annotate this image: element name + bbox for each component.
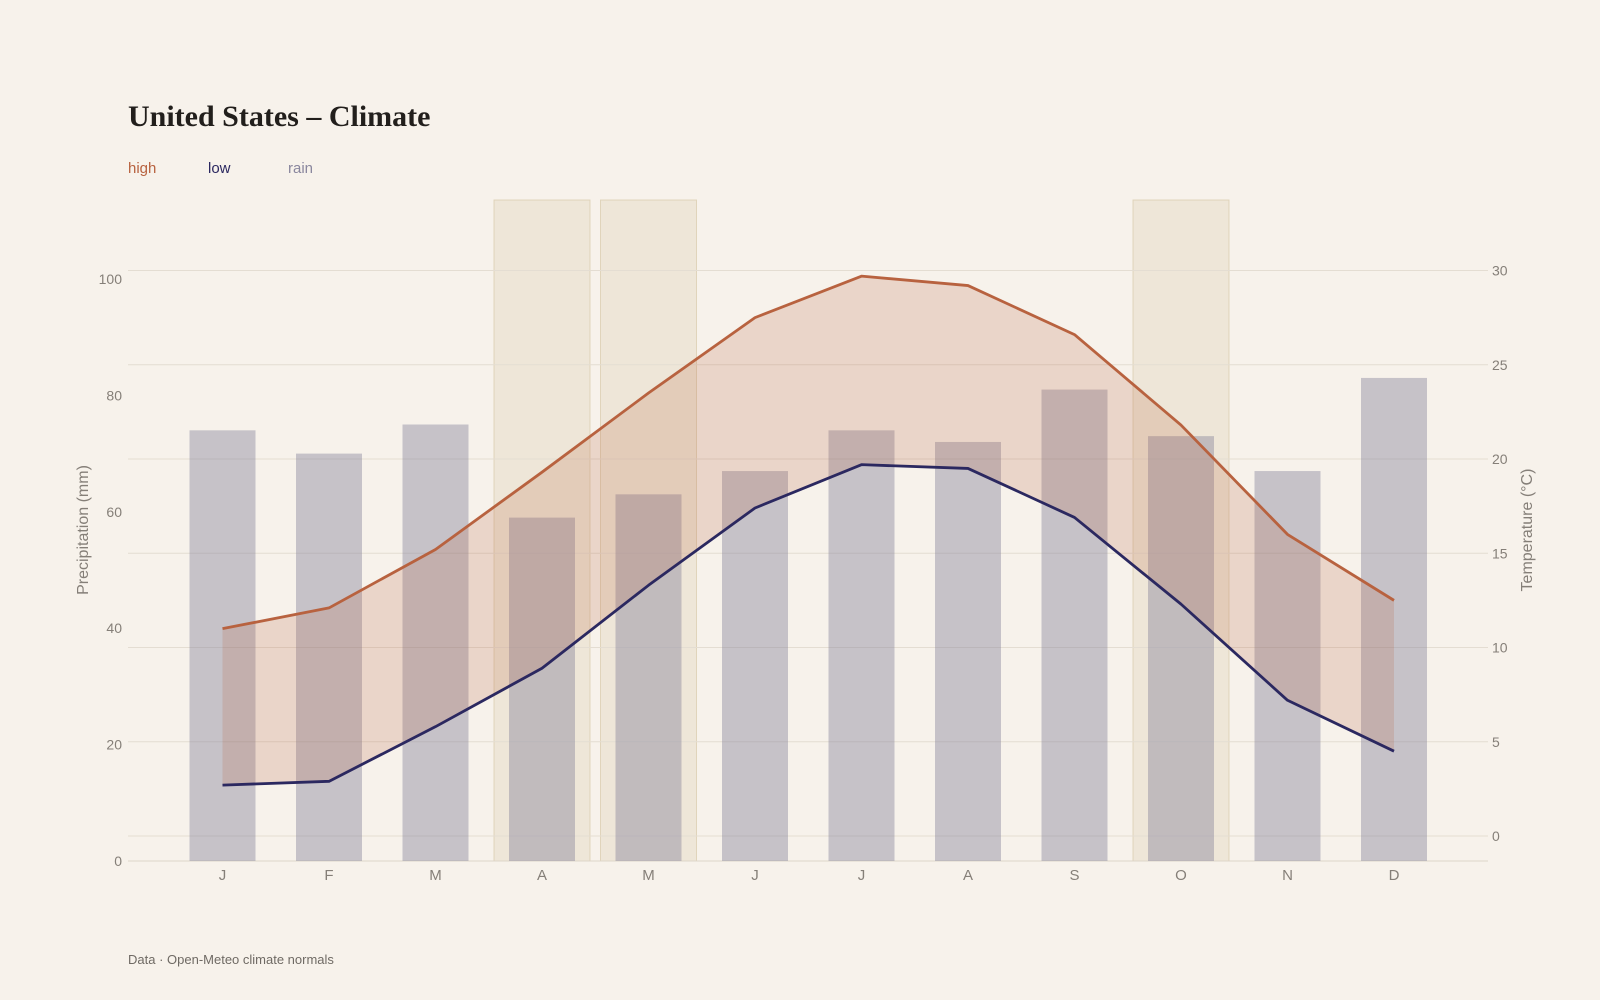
rain-bar [935,441,1001,861]
rain-bar [296,453,362,861]
x-tick-label: A [537,867,547,884]
x-tick-label: N [1282,867,1293,884]
right-tick-label: 25 [1492,357,1508,373]
rain-bar [1148,436,1214,861]
highlight-band [1132,199,1230,862]
x-tick-label: M [642,867,655,884]
rain-bar [828,430,895,861]
low-temperature-line [222,463,1395,787]
legend-item-rain: rain [288,160,314,177]
legend-item-low: low [208,160,231,177]
rain-bar [189,430,256,861]
left-tick-label: 0 [114,853,122,869]
rain-bars [189,377,1427,861]
x-tick-label: J [219,867,227,884]
left-tick-label: 100 [99,271,123,287]
right-tick-label: 10 [1492,640,1508,656]
rain-bar [402,424,469,861]
left-tick-label: 60 [106,504,122,520]
rain-bar [1254,471,1321,861]
x-tick-label: A [963,867,973,884]
left-tick-label: 20 [106,737,122,753]
right-axis-label: Temperature (°C) [1519,469,1536,592]
right-axis-ticks: 0 5 10 15 20 25 30 [1492,263,1508,845]
highlight-band [600,199,697,862]
gridlines [128,270,1488,862]
temperature-range-band [222,276,1394,786]
x-tick-label: J [858,867,866,884]
legend-item-high: high [128,160,157,177]
rain-bar [722,471,788,861]
rain-bar [1361,377,1427,861]
x-tick-label: D [1389,867,1400,884]
x-tick-label: O [1175,867,1187,884]
left-tick-label: 40 [106,620,122,636]
highlight-bands [493,199,1230,862]
highlight-band [493,199,591,862]
x-tick-label: F [324,867,333,884]
data-source-note: Data · Open-Meteo climate normals [128,952,334,967]
x-tick-label: J [751,867,759,884]
left-tick-label: 80 [106,387,122,403]
right-tick-label: 0 [1492,828,1500,844]
high-temperature-line [222,274,1395,631]
left-axis-label: Precipitation (mm) [75,465,92,595]
right-tick-label: 30 [1492,263,1508,279]
rain-bar [509,517,575,861]
left-axis-ticks: 0 20 40 60 80 100 [99,271,123,869]
rain-bar [615,494,682,861]
x-tick-label: M [429,867,442,884]
chart-title: United States – Climate [128,100,431,133]
right-tick-label: 15 [1492,545,1508,561]
right-tick-label: 20 [1492,451,1508,467]
rain-bar [1041,389,1108,861]
x-tick-label: S [1069,867,1079,884]
right-tick-label: 5 [1492,734,1500,750]
